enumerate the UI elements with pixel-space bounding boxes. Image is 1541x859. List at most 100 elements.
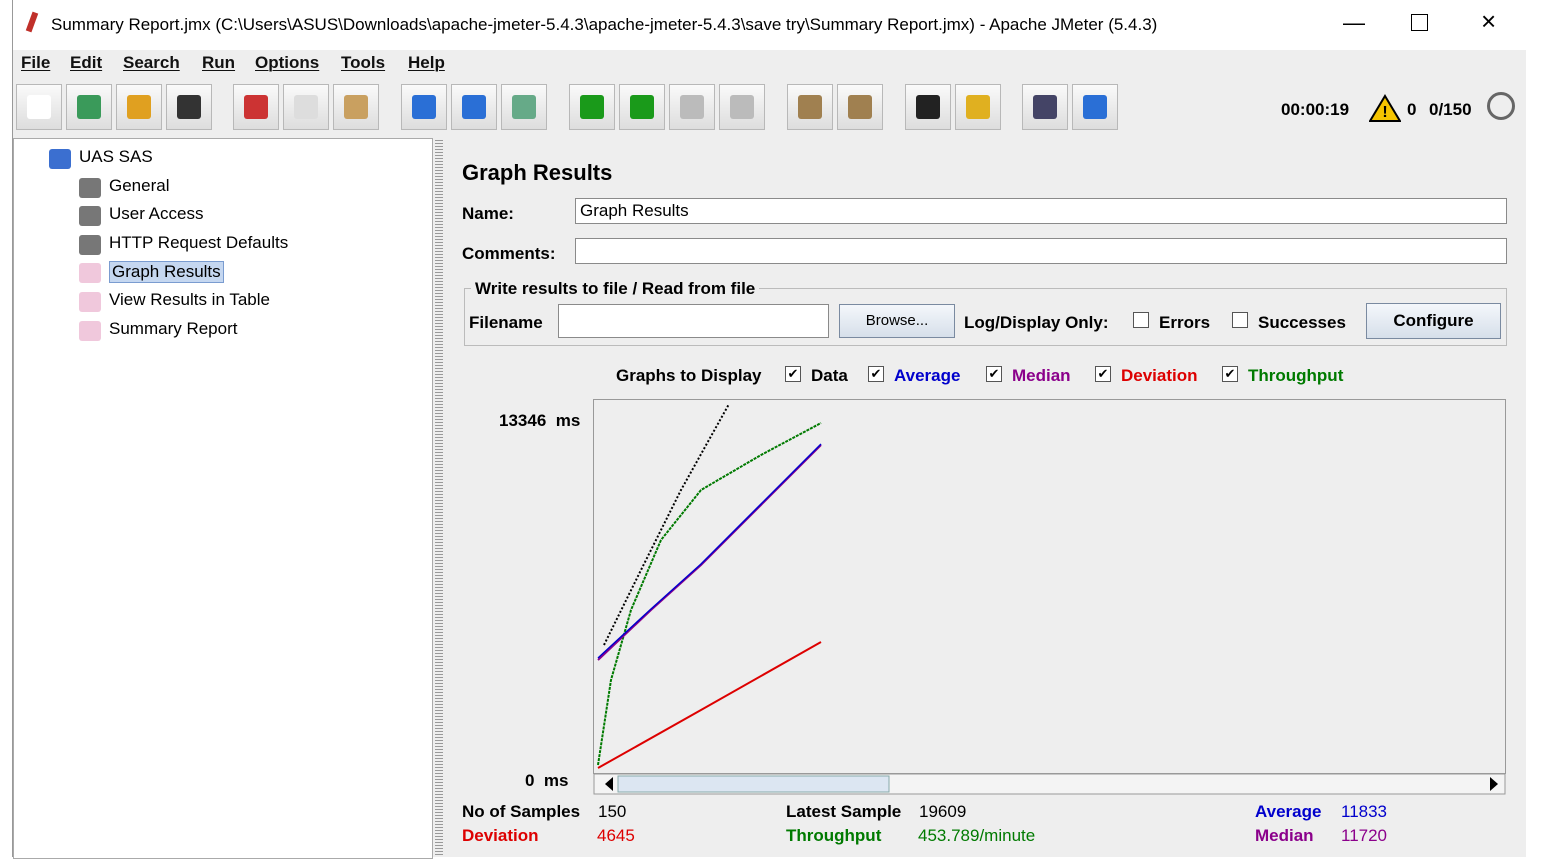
toolbar-icon: [127, 95, 151, 119]
name-label: Name:: [462, 204, 514, 223]
svg-text:!: !: [1382, 104, 1387, 121]
scroll-left[interactable]: [605, 777, 613, 791]
graph-checkbox[interactable]: ✔: [785, 366, 801, 382]
graph-option-label: Throughput: [1248, 366, 1344, 385]
toolbar-button[interactable]: [1072, 84, 1118, 130]
warning-icon: !: [1369, 94, 1401, 122]
graph-option-label: Average: [894, 366, 961, 385]
tree-icon: [79, 206, 101, 227]
toolbar-button[interactable]: [619, 84, 665, 130]
toolbar-icon: [966, 95, 990, 119]
toolbar-icon: [848, 95, 872, 119]
menu-item[interactable]: Options: [255, 53, 320, 72]
toolbar-button[interactable]: [451, 84, 497, 130]
toolbar-icon: [1083, 95, 1107, 119]
menu-item[interactable]: Run: [202, 53, 236, 72]
graphs-label: Graphs to Display: [616, 366, 762, 385]
file-group-box: [464, 288, 1507, 346]
menu-item[interactable]: Search: [123, 53, 180, 72]
toolbar-button[interactable]: [66, 84, 112, 130]
toolbar-button[interactable]: [1022, 84, 1068, 130]
y-max-label: 13346 ms: [499, 411, 580, 431]
toolbar-button[interactable]: [787, 84, 833, 130]
toolbar-icon: [798, 95, 822, 119]
toolbar-button[interactable]: [669, 84, 715, 130]
toolbar-button[interactable]: [955, 84, 1001, 130]
stat-value: 19609: [919, 802, 967, 821]
toolbar-button[interactable]: [905, 84, 951, 130]
average-curve: [597, 443, 822, 659]
tree-item[interactable]: View Results in Table: [109, 290, 270, 309]
errors-checkbox[interactable]: [1133, 312, 1149, 328]
toolbar-button[interactable]: [16, 84, 62, 130]
menu-item[interactable]: Tools: [341, 53, 386, 72]
log-display-label: Log/Display Only:: [964, 313, 1109, 332]
toolbar-icon: [294, 95, 318, 119]
tree-item[interactable]: Graph Results: [109, 261, 224, 284]
panel-title: Graph Results: [462, 160, 613, 185]
tree-item[interactable]: User Access: [109, 204, 204, 224]
toolbar-button[interactable]: [401, 84, 447, 130]
toolbar-button[interactable]: [837, 84, 883, 130]
title-bar: [13, 0, 1526, 50]
tree-icon: [79, 320, 101, 341]
split-divider[interactable]: [435, 138, 443, 857]
filename-input[interactable]: [558, 304, 829, 338]
y-min-value: 0: [525, 771, 535, 790]
tree-icon: [79, 234, 101, 255]
configure-button[interactable]: Configure: [1366, 303, 1501, 339]
toolbar-button[interactable]: [333, 84, 379, 130]
scroll-right[interactable]: [1490, 777, 1498, 791]
test-plan-tree: [13, 138, 433, 859]
stat-value: 150: [598, 802, 627, 821]
toolbar-button[interactable]: [116, 84, 162, 130]
y-unit: ms: [555, 411, 581, 430]
toolbar-icon: [1033, 95, 1057, 119]
toolbar-button[interactable]: [166, 84, 212, 130]
graph-option-label: Data: [811, 366, 848, 385]
graph-area: [593, 399, 1506, 795]
toolbar-button[interactable]: [233, 84, 279, 130]
comments-input[interactable]: [575, 238, 1507, 264]
toolbar-icon: [412, 95, 436, 119]
toolbar-button[interactable]: [719, 84, 765, 130]
maximize-button[interactable]: [1411, 14, 1428, 31]
toolbar-button[interactable]: [569, 84, 615, 130]
toolbar-button[interactable]: [501, 84, 547, 130]
toolbar-icon: [344, 95, 368, 119]
plot-frame: [593, 399, 1506, 774]
tree-item[interactable]: UAS SAS: [79, 147, 153, 166]
stat-value: 453.789/minute: [918, 826, 1036, 845]
tree-item[interactable]: Summary Report: [109, 318, 238, 338]
name-input[interactable]: Graph Results: [575, 198, 1507, 224]
toolbar-icon: [680, 95, 704, 119]
graph-checkbox[interactable]: ✔: [1095, 366, 1111, 382]
graph-checkbox[interactable]: ✔: [986, 366, 1002, 382]
status-indicator[interactable]: [1487, 92, 1515, 120]
minimize-button[interactable]: —: [1343, 10, 1365, 35]
toolbar-icon: [177, 95, 201, 119]
comments-label: Comments:: [462, 244, 556, 263]
toolbar-icon: [462, 95, 486, 119]
stat-value: 11833: [1341, 802, 1388, 821]
graph-checkbox[interactable]: ✔: [1222, 366, 1238, 382]
scroll-thumb[interactable]: [617, 775, 890, 793]
toolbar-button[interactable]: [283, 84, 329, 130]
close-button[interactable]: ×: [1481, 6, 1497, 36]
stat-label: No of Samples: [462, 802, 581, 821]
throughput-curve: [597, 422, 822, 766]
tree-icon: [79, 263, 101, 284]
graph-checkbox[interactable]: ✔: [868, 366, 884, 382]
successes-checkbox[interactable]: [1232, 312, 1248, 328]
toolbar-icon: [27, 95, 51, 119]
tree-item[interactable]: General: [109, 175, 170, 195]
tree-item[interactable]: HTTP Request Defaults: [109, 232, 289, 252]
y-min-label: 0 ms: [525, 771, 569, 791]
menu-item[interactable]: File: [21, 53, 51, 72]
menu-item[interactable]: Edit: [70, 53, 103, 72]
menu-item[interactable]: Help: [408, 53, 445, 72]
graph-option-label: Median: [1012, 366, 1071, 385]
browse-button[interactable]: Browse...: [839, 304, 955, 338]
y-max-value: 13346: [499, 411, 547, 430]
